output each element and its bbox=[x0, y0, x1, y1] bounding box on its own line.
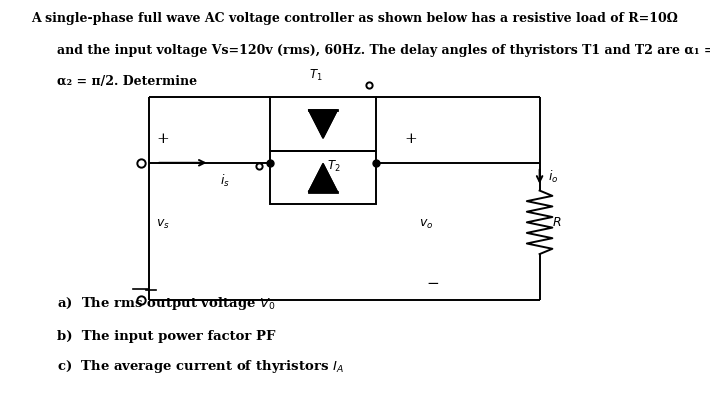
Text: α₂ = π/2. Determine: α₂ = π/2. Determine bbox=[57, 75, 197, 89]
Text: $T_1$: $T_1$ bbox=[309, 68, 322, 83]
Text: A single-phase full wave AC voltage controller as shown below has a resistive lo: A single-phase full wave AC voltage cont… bbox=[31, 12, 679, 25]
Text: $v_s$: $v_s$ bbox=[156, 218, 170, 231]
Text: −: − bbox=[426, 277, 439, 291]
Text: +: + bbox=[405, 132, 417, 146]
Text: and the input voltage Vs=120v (rms), 60Hz. The delay angles of thyristors T1 and: and the input voltage Vs=120v (rms), 60H… bbox=[57, 44, 710, 57]
Text: $v_o$: $v_o$ bbox=[419, 218, 433, 231]
Bar bbox=[270, 151, 376, 204]
Text: $R$: $R$ bbox=[552, 216, 562, 229]
Polygon shape bbox=[309, 110, 337, 138]
Text: $i_o$: $i_o$ bbox=[548, 169, 559, 185]
Text: $i_s$: $i_s$ bbox=[220, 173, 230, 189]
Text: b)  The input power factor PF: b) The input power factor PF bbox=[57, 330, 275, 343]
Polygon shape bbox=[309, 164, 337, 192]
Text: $T_2$: $T_2$ bbox=[327, 158, 340, 174]
Bar bbox=[270, 97, 376, 151]
Text: +: + bbox=[156, 132, 169, 146]
Text: a)  The rms output voltage $V_0$: a) The rms output voltage $V_0$ bbox=[57, 295, 275, 312]
Text: c)  The average current of thyristors $I_A$: c) The average current of thyristors $I_… bbox=[57, 358, 344, 375]
